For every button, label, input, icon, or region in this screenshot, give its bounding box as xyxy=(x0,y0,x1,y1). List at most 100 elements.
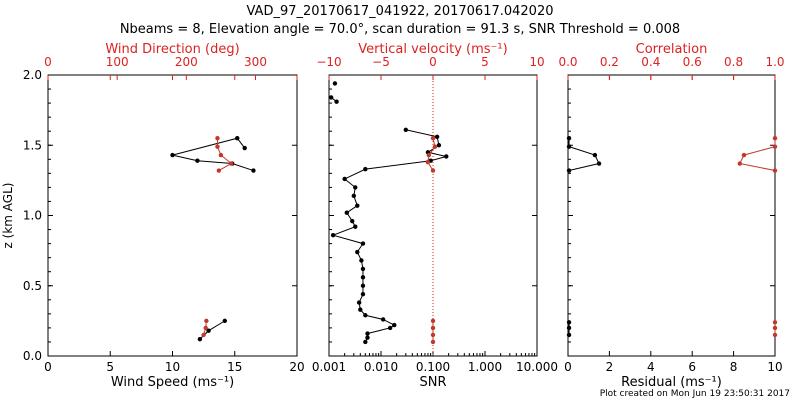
data-point xyxy=(251,168,256,173)
y-tick-label: 1.0 xyxy=(23,209,42,223)
data-point xyxy=(596,161,602,166)
data-point xyxy=(218,152,224,158)
data-point xyxy=(215,144,220,149)
data-point xyxy=(363,166,368,172)
data-point xyxy=(430,318,436,324)
data-point xyxy=(772,320,778,325)
top-axis-tick-label: 0 xyxy=(44,55,52,69)
x-axis-title: Wind Speed (ms⁻¹) xyxy=(111,375,234,390)
x-tick-label: 0.001 xyxy=(312,360,346,374)
y-tick-label: 0.0 xyxy=(23,349,42,363)
x-tick-label: 15 xyxy=(227,360,242,374)
top-axis-tick-label: −5 xyxy=(372,55,390,69)
top-axis-tick-label: 0.8 xyxy=(724,55,743,69)
y-tick-label: 0.5 xyxy=(23,279,42,293)
data-point xyxy=(332,81,338,86)
panel-2: 0.001 0.010 0.100 1.000 10.000 −10 −5 0 5 10 Verti… xyxy=(312,42,558,390)
data-point xyxy=(387,325,393,331)
data-point xyxy=(356,300,362,305)
data-point xyxy=(222,318,227,324)
y-tick-label: 1.5 xyxy=(23,138,42,152)
data-point xyxy=(430,325,436,331)
series-bottom xyxy=(566,136,602,338)
data-point xyxy=(203,325,208,331)
data-point xyxy=(772,332,778,338)
plot-frame xyxy=(47,74,298,357)
data-point xyxy=(342,176,347,182)
series-top xyxy=(201,136,234,338)
data-point xyxy=(566,144,572,149)
series-line xyxy=(172,137,254,172)
data-point xyxy=(566,332,572,338)
y-tick-label: 2.0 xyxy=(23,68,42,82)
data-point xyxy=(363,339,368,345)
data-point xyxy=(430,168,436,173)
data-point xyxy=(170,152,175,158)
data-point xyxy=(772,136,778,141)
data-point xyxy=(566,320,572,325)
x-tick-label: 0.100 xyxy=(416,360,450,374)
data-point xyxy=(360,275,366,280)
top-axis-tick-label: 0.2 xyxy=(600,55,619,69)
data-point xyxy=(430,332,436,338)
data-point xyxy=(359,258,364,263)
data-point xyxy=(344,210,350,215)
data-point xyxy=(436,143,442,148)
top-axis-tick-label: 1.0 xyxy=(765,55,784,69)
x-tick-label: 5 xyxy=(106,360,114,374)
data-point xyxy=(358,307,363,312)
x-axis-title: Residual (ms⁻¹) xyxy=(621,375,722,390)
data-point xyxy=(204,318,209,324)
series-top xyxy=(425,136,438,345)
data-point xyxy=(330,232,336,238)
series-bottom xyxy=(170,136,256,342)
y-axis-title: z (km AGL) xyxy=(1,183,15,249)
data-point xyxy=(432,144,438,149)
data-point xyxy=(365,335,370,340)
data-point xyxy=(229,161,234,166)
data-point xyxy=(242,145,247,151)
top-axis-tick-label: 0.6 xyxy=(683,55,702,69)
data-point xyxy=(215,136,220,141)
data-point xyxy=(334,99,339,104)
data-point xyxy=(426,152,432,158)
x-tick-label: 10 xyxy=(165,360,180,374)
top-axis-tick-label: 0.4 xyxy=(641,55,660,69)
data-point xyxy=(434,134,440,140)
x-tick-label: 0 xyxy=(44,360,52,374)
top-axis-tick-label: 10 xyxy=(529,55,544,69)
x-tick-label: 0 xyxy=(564,360,572,374)
x-tick-label: 6 xyxy=(688,360,696,374)
data-point xyxy=(360,291,366,297)
data-point xyxy=(360,283,366,288)
panel-3: 0 2 4 6 8 10 0.0 0.2 0.4 0.6 0.8 1.0 Correlation Resi… xyxy=(558,42,784,390)
data-point xyxy=(365,331,370,336)
data-point xyxy=(741,152,747,158)
data-point xyxy=(772,325,778,331)
plot-created-note: Plot created on Mon Jun 19 23:50:31 2017 xyxy=(600,389,790,399)
data-point xyxy=(772,144,778,149)
data-point xyxy=(235,136,240,141)
x-axis-title: SNR xyxy=(419,375,446,390)
data-point xyxy=(363,313,368,318)
series-bottom xyxy=(328,81,449,345)
x-tick-label: 1.000 xyxy=(468,360,502,374)
data-point xyxy=(566,325,572,331)
data-point xyxy=(360,241,366,246)
series-top xyxy=(737,136,778,338)
top-axis-tick-label: 0.0 xyxy=(558,55,577,69)
data-point xyxy=(425,159,430,165)
top-axis-tick-label: −10 xyxy=(316,55,341,69)
data-point xyxy=(430,136,436,141)
data-point xyxy=(328,95,334,100)
top-axis-title: Correlation xyxy=(636,42,708,57)
data-point xyxy=(592,152,598,158)
data-point xyxy=(403,127,409,132)
top-axis-tick-label: 300 xyxy=(244,55,267,69)
x-tick-label: 20 xyxy=(289,360,304,374)
data-point xyxy=(392,322,397,328)
data-point xyxy=(355,203,360,208)
plot-frame xyxy=(567,74,776,357)
top-axis-title: Vertical velocity (ms⁻¹) xyxy=(358,42,507,57)
